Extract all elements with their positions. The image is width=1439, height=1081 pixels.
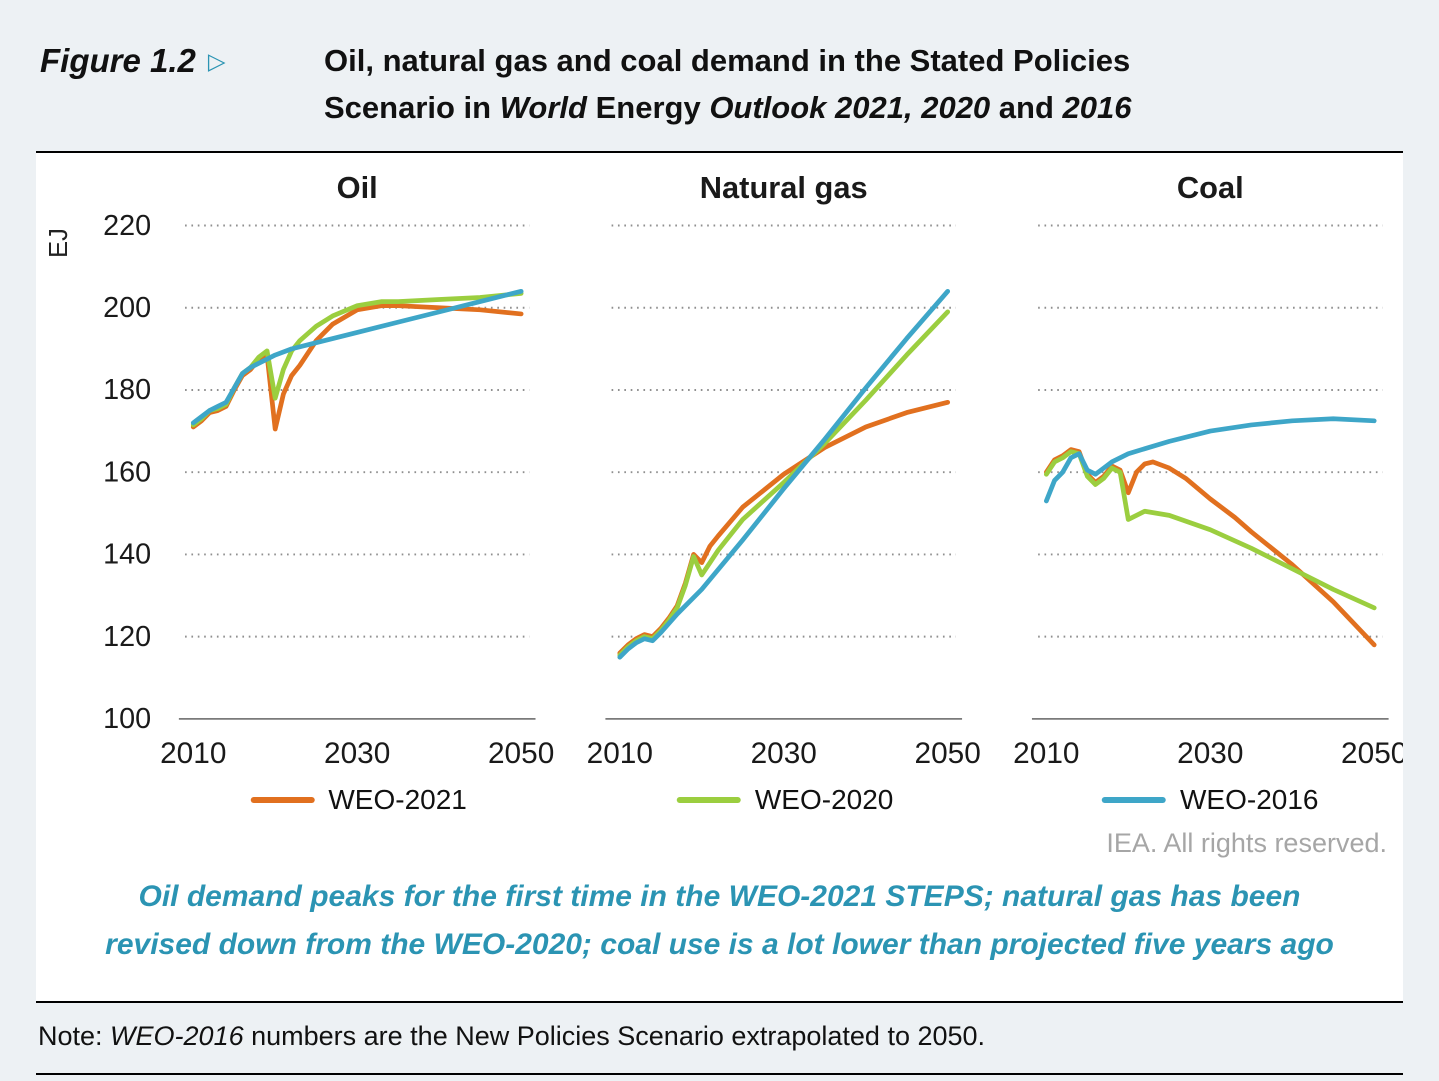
text-segment: World [499,89,587,125]
text-segment: Outlook 2021, 2020 [709,89,991,125]
text-segment: numbers are the New Policies Scenario ex… [243,1020,986,1051]
weo-2021-line-swatch [250,796,315,803]
series-line-WEO-2016 [1043,416,1377,504]
figure-title: Oil, natural gas and coal demand in the … [324,38,1132,131]
chart-subtitle: Oil demand peaks for the first time in t… [36,873,1403,969]
text-segment: Scenario in [324,89,500,125]
legend-label-weo-2021: WEO-2021 [328,783,467,815]
y-tick-label: 100 [103,703,151,735]
x-tick-label: 2050 [915,737,981,770]
panel-title: Coal [1177,170,1244,205]
figure-arrow-icon: ▷ [207,48,226,74]
series-line-WEO-2016 [617,288,951,660]
y-axis-unit: EJ [45,228,73,258]
figure-header: Figure 1.2 ▷ Oil, natural gas and coal de… [40,38,1403,131]
text-segment: Oil, natural gas and coal demand in the … [324,43,1131,78]
y-tick-label: 140 [103,539,151,571]
text-segment: Note: [38,1020,111,1051]
y-tick-label: 200 [103,292,151,324]
x-tick-label: 2030 [751,737,817,770]
y-tick-label: 180 [103,374,151,406]
copyright-text: IEA. All rights reserved. [1106,827,1387,858]
note-text: Note: WEO-2016 numbers are the New Polic… [36,1021,1403,1052]
x-tick-label: 2010 [160,737,226,770]
x-tick-label: 2050 [488,737,554,770]
panel-title: Oil [337,170,378,205]
legend-item-weo-2016: WEO-2016 [1102,780,1319,820]
x-tick-label: 2010 [587,737,653,770]
panel-title: Natural gas [700,170,868,205]
demand-chart-svg: EJ 100 120 140 160 180 200 220 Oil 2010 2030 2050 Na… [45,170,1403,770]
text-segment: 2016 [1062,89,1132,125]
chart-area: EJ 100 120 140 160 180 200 220 Oil 2010 2030 2050 Na… [36,169,1403,780]
legend-label-weo-2016: WEO-2016 [1180,783,1319,815]
legend-item-weo-2021: WEO-2021 [250,780,467,820]
x-tick-label: 2030 [1177,737,1243,770]
y-tick-label: 220 [103,210,151,242]
bottom-rule [36,1073,1403,1075]
series-line-WEO-2021 [1043,447,1377,648]
x-tick-label: 2010 [1013,737,1079,770]
legend-item-weo-2020: WEO-2020 [676,780,894,820]
subtitle-line-2: revised down from the WEO-2020; coal use… [105,927,1334,961]
legend-label-weo-2020: WEO-2020 [754,783,894,815]
series-line-WEO-2020 [617,309,951,658]
text-segment: and [990,89,1063,125]
chart-card: EJ 100 120 140 160 180 200 220 Oil 2010 2030 2050 Na… [36,151,1403,1003]
legend: WEO-2021 WEO-2020 WEO-2016 [36,780,1403,824]
series-line-WEO-2016 [190,288,524,426]
figure-label: Figure 1.2 ▷ [40,38,324,80]
x-tick-label: 2050 [1341,737,1403,770]
series-line-WEO-2021 [190,303,524,432]
series-line-WEO-2020 [190,291,524,428]
subtitle-line-1: Oil demand peaks for the first time in t… [138,879,1301,913]
y-tick-label: 120 [103,621,151,653]
weo-2016-line-swatch [1102,796,1166,803]
y-tick-label: 160 [103,456,151,488]
series-line-WEO-2021 [617,399,951,656]
text-segment: WEO-2016 [110,1020,244,1051]
text-segment: Energy [586,89,710,125]
weo-2020-line-swatch [676,796,741,803]
series-line-WEO-2020 [1043,449,1377,611]
x-tick-label: 2030 [324,737,390,770]
figure-number: Figure 1.2 [40,42,196,79]
